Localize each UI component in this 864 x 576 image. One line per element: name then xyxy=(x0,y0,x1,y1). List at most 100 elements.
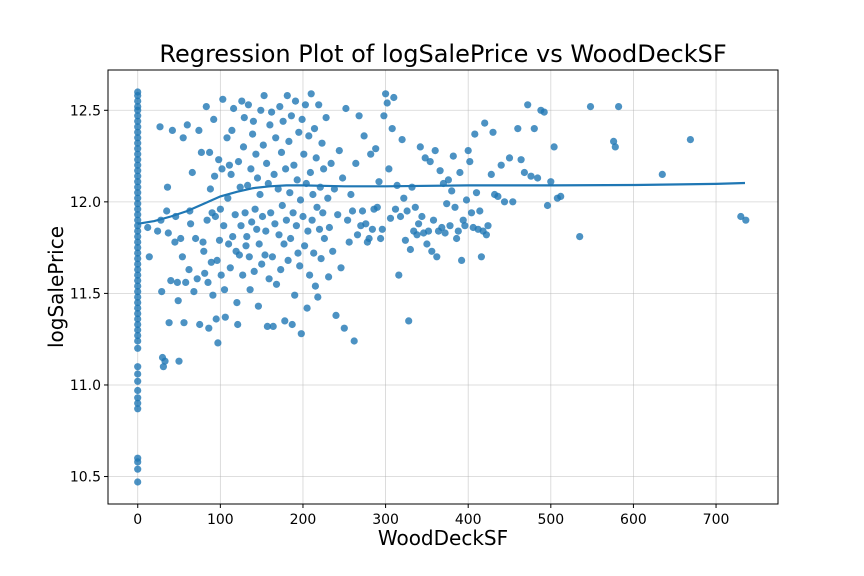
data-point xyxy=(342,104,350,113)
data-point xyxy=(456,168,464,177)
data-point xyxy=(301,242,309,250)
data-point xyxy=(274,185,282,193)
data-point xyxy=(215,236,224,244)
data-point xyxy=(134,394,142,402)
scatter-points xyxy=(134,88,750,486)
data-point xyxy=(200,247,208,255)
data-point xyxy=(481,119,489,127)
data-point xyxy=(255,240,263,248)
data-point xyxy=(205,324,213,332)
data-point xyxy=(134,161,142,169)
data-point xyxy=(211,212,219,221)
data-point xyxy=(320,234,328,243)
data-point xyxy=(134,233,142,241)
data-point xyxy=(658,170,666,178)
data-point xyxy=(505,154,514,162)
data-point xyxy=(429,216,438,224)
y-tick-label: 10.5 xyxy=(70,470,101,486)
data-point xyxy=(134,167,142,175)
data-point xyxy=(355,112,363,120)
data-point xyxy=(243,233,251,241)
data-point xyxy=(218,165,226,173)
data-point xyxy=(265,275,273,283)
data-point xyxy=(179,134,187,142)
data-point xyxy=(610,137,618,145)
data-point xyxy=(171,238,179,246)
data-point xyxy=(217,271,225,279)
data-point xyxy=(514,125,522,133)
data-point xyxy=(134,277,142,285)
data-point xyxy=(134,478,142,486)
data-point xyxy=(259,141,267,149)
data-point xyxy=(185,266,193,274)
data-point xyxy=(268,108,276,116)
data-point xyxy=(476,207,484,215)
data-point xyxy=(405,317,413,325)
data-point xyxy=(327,159,335,167)
data-point xyxy=(159,363,167,371)
data-point xyxy=(134,405,142,413)
data-point xyxy=(134,123,142,131)
data-point xyxy=(451,203,459,211)
data-point xyxy=(282,216,290,224)
data-point xyxy=(308,216,316,224)
data-point xyxy=(385,165,393,173)
data-point xyxy=(280,240,288,248)
data-point xyxy=(249,117,257,125)
data-point xyxy=(167,277,175,285)
data-point xyxy=(180,319,188,327)
data-point xyxy=(263,322,271,330)
data-point xyxy=(472,189,481,197)
data-point xyxy=(438,223,446,232)
data-point xyxy=(234,158,243,166)
data-point xyxy=(444,176,452,184)
data-point xyxy=(192,234,200,243)
data-point xyxy=(239,271,247,279)
data-point xyxy=(315,101,323,109)
data-point xyxy=(134,244,142,252)
data-point xyxy=(386,214,395,222)
data-point xyxy=(168,126,176,134)
data-point xyxy=(340,324,348,332)
data-point xyxy=(215,156,223,164)
data-point xyxy=(576,233,584,241)
x-axis-ticks: 0 100 200 300 400 500 600 700 xyxy=(133,504,729,528)
data-point xyxy=(240,114,248,122)
data-point xyxy=(362,220,370,228)
data-point xyxy=(250,267,258,275)
data-point xyxy=(225,161,233,169)
data-point xyxy=(466,158,474,166)
data-point xyxy=(449,152,457,160)
data-point xyxy=(347,190,355,199)
data-point xyxy=(258,260,266,268)
data-point xyxy=(134,97,142,105)
data-point xyxy=(300,150,308,158)
data-point xyxy=(500,198,509,206)
data-point xyxy=(145,253,153,261)
data-point xyxy=(358,207,367,215)
data-point xyxy=(443,200,451,208)
data-point xyxy=(352,159,360,167)
data-point xyxy=(134,260,142,268)
data-point xyxy=(337,264,345,272)
data-point xyxy=(277,148,286,156)
data-point xyxy=(134,145,142,153)
data-point xyxy=(175,357,183,365)
y-tick-label: 11.0 xyxy=(70,378,101,394)
data-point xyxy=(325,273,333,281)
data-point xyxy=(388,125,396,133)
data-point xyxy=(134,194,142,202)
data-point xyxy=(219,95,227,103)
x-axis-label: WoodDeckSF xyxy=(378,526,508,550)
data-point xyxy=(163,183,172,191)
data-point xyxy=(134,293,142,301)
data-point xyxy=(134,249,142,257)
data-point xyxy=(177,234,185,243)
data-point xyxy=(291,97,300,105)
data-point xyxy=(426,158,434,166)
data-point xyxy=(454,227,462,235)
data-point xyxy=(325,223,333,232)
data-point xyxy=(278,201,286,210)
data-point xyxy=(134,255,142,263)
